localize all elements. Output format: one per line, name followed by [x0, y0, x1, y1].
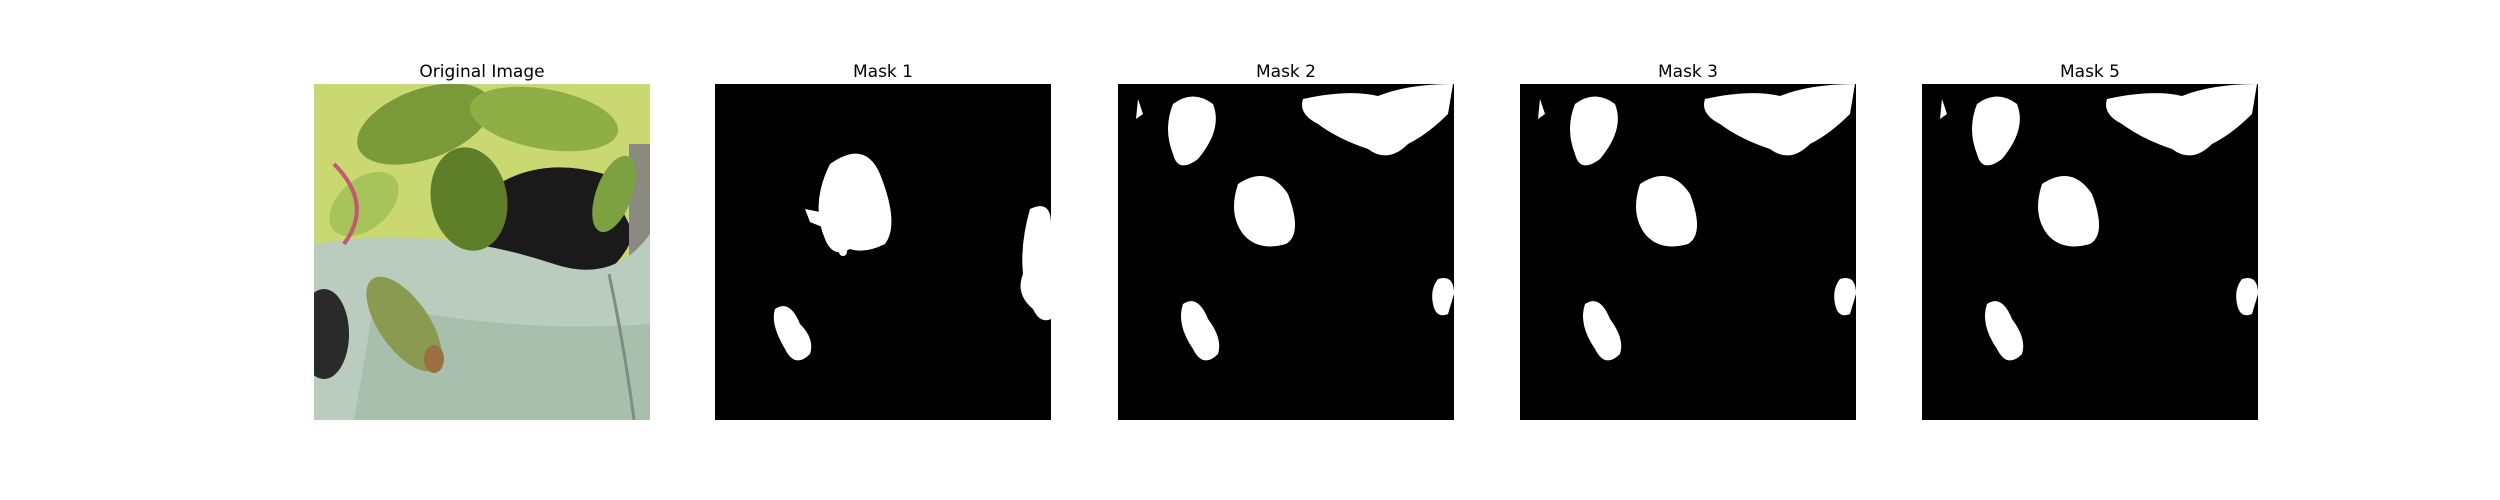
mask-3-image: [1520, 84, 1856, 420]
original-image: [314, 84, 650, 420]
panel-title-mask-1: Mask 1: [852, 62, 913, 82]
mask-5-image: [1922, 84, 2258, 420]
panel-title-original: Original Image: [419, 62, 545, 82]
panel-title-mask-2: Mask 2: [1255, 62, 1316, 82]
panel-title-mask-5: Mask 5: [2059, 62, 2120, 82]
mask-1-image: [715, 84, 1051, 420]
panel-title-mask-3: Mask 3: [1657, 62, 1718, 82]
mask-2-image: [1118, 84, 1454, 420]
